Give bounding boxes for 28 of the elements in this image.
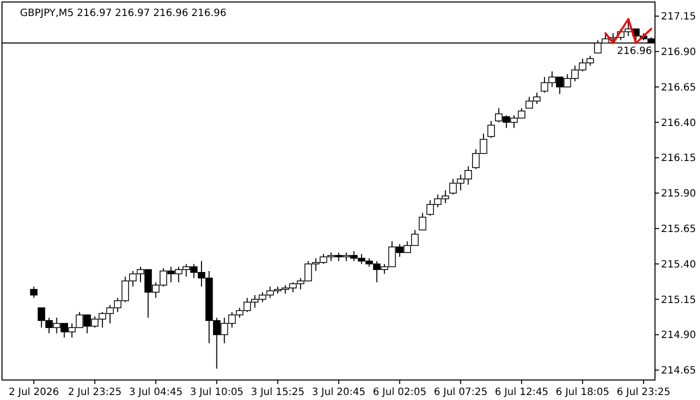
y-tick-label: 214.90 — [661, 330, 696, 342]
y-tick-label: 215.15 — [661, 294, 696, 306]
y-tick-label: 216.40 — [661, 118, 696, 129]
candlestick — [487, 120, 495, 138]
x-tick-label: 3 Jul 20:45 — [312, 387, 366, 398]
x-tick-label: 6 Jul 12:45 — [494, 387, 548, 398]
x-tick-label: 2 Jul 2026 — [8, 387, 59, 398]
y-tick-label: 216.90 — [661, 47, 696, 58]
y-tick-label: 215.90 — [661, 188, 696, 200]
x-tick-label: 6 Jul 02:05 — [372, 387, 426, 398]
y-tick-label: 215.40 — [661, 259, 696, 270]
text: GBPJPY,M5 216.97 216.97 216.96 216.96 — [20, 8, 226, 19]
x-tick-label: 6 Jul 07:25 — [434, 387, 488, 398]
candlestick — [418, 212, 426, 230]
line-series — [604, 18, 652, 44]
candlestick — [30, 286, 38, 298]
y-tick-label: 216.15 — [661, 153, 696, 164]
x-tick-label: 6 Jul 18:05 — [556, 387, 610, 398]
y-tick-label: 215.65 — [661, 224, 696, 236]
x-tick-label: 3 Jul 10:05 — [190, 387, 244, 398]
ref-line-label: 216.96 — [617, 46, 652, 58]
y-tick-label: 217.15 — [661, 12, 696, 23]
y-tick-label: 214.65 — [661, 366, 696, 377]
y-tick-label: 216.65 — [661, 82, 696, 94]
x-tick-label: 2 Jul 23:25 — [68, 387, 122, 398]
x-tick-label: 3 Jul 04:45 — [128, 387, 183, 398]
x-tick-label: 3 Jul 15:25 — [250, 387, 305, 398]
x-tick-label: 6 Jul 23:25 — [616, 387, 670, 398]
